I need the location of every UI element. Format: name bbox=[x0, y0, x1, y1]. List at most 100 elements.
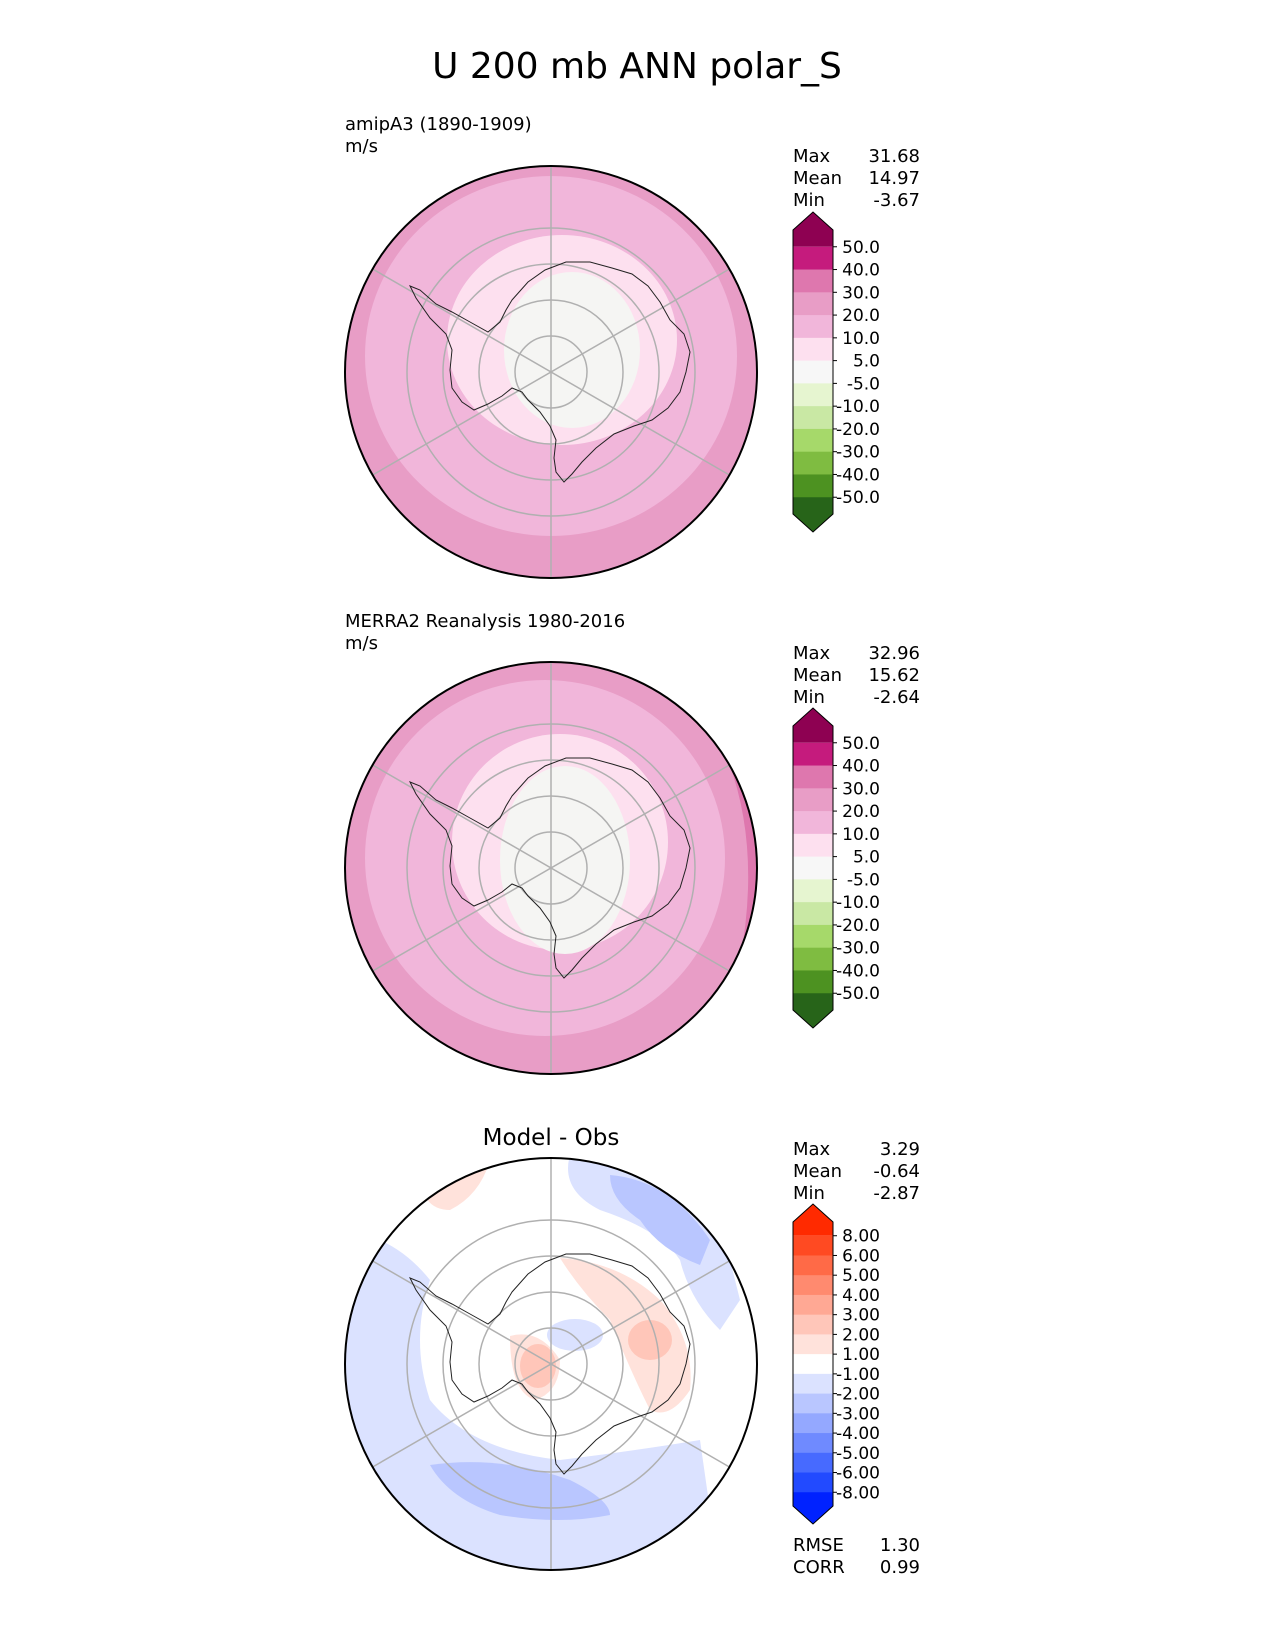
colorbar-segment bbox=[793, 1452, 833, 1474]
colorbar-tick-label: -50.0 bbox=[836, 984, 880, 1004]
stat-value-min: -3.67 bbox=[873, 190, 920, 211]
metric-value-rmse: 1.30 bbox=[880, 1535, 920, 1556]
map-graticule bbox=[372, 662, 730, 1074]
colorbar-segment bbox=[793, 451, 833, 475]
antarctica-coastline bbox=[408, 261, 691, 483]
field-blue-ne-core bbox=[610, 1175, 710, 1265]
stats-box: Max 3.29 Mean -0.64 Min -2.87 bbox=[793, 1139, 920, 1204]
panel-diff: Model - Obs Max 3.29 bbox=[344, 1125, 920, 1578]
field-blue-south-core bbox=[430, 1462, 610, 1520]
map-boundary bbox=[344, 661, 758, 1075]
colorbar-segment bbox=[793, 315, 833, 339]
map-graticule bbox=[372, 1158, 730, 1570]
colorbar-tick-label: 6.00 bbox=[842, 1246, 880, 1266]
colorbar-segment bbox=[793, 1393, 833, 1414]
colorbar: 50.0 40.030.0 20.0 10.0 5.0-5.0 -10.0 -20.0 -30… bbox=[792, 211, 880, 533]
colorbar-tick-label: 50.0 bbox=[842, 734, 880, 754]
antarctica-coastline bbox=[408, 757, 691, 979]
stat-value-min: -2.87 bbox=[873, 1183, 920, 1204]
colorbar-segment bbox=[793, 993, 833, 1028]
stat-label-min: Min bbox=[793, 190, 825, 211]
colorbar: 50.0 40.030.0 20.0 10.0 5.0-5.0 -10.0 -20.0 -30… bbox=[792, 707, 880, 1029]
colorbar-segment bbox=[793, 947, 833, 971]
stat-value-mean: -0.64 bbox=[873, 1161, 920, 1182]
colorbar-tick-label: -4.00 bbox=[836, 1424, 880, 1444]
stat-label-mean: Mean bbox=[793, 168, 842, 189]
map-graticule bbox=[372, 166, 730, 578]
colorbar-tick-label: 10.0 bbox=[842, 825, 880, 845]
figure-title: U 200 mb ANN polar_S bbox=[432, 46, 842, 87]
panel-units: m/s bbox=[345, 633, 378, 654]
colorbar-tick-label: -20.0 bbox=[836, 916, 880, 936]
colorbar-segment bbox=[793, 765, 833, 789]
field-blue-ne bbox=[568, 1158, 740, 1330]
metric-label-corr: CORR bbox=[793, 1557, 845, 1578]
panel-title: Model - Obs bbox=[483, 1125, 620, 1151]
colorbar-tick-label: -10.0 bbox=[836, 397, 880, 417]
colorbar-tick-label: 5.0 bbox=[853, 848, 880, 868]
colorbar-segment bbox=[793, 708, 833, 743]
colorbar-segment bbox=[793, 742, 833, 767]
colorbar-tick-label: 40.0 bbox=[842, 757, 880, 777]
colorbar-outline bbox=[792, 707, 834, 1029]
colorbar-segment bbox=[793, 269, 833, 293]
panel-units: m/s bbox=[345, 136, 378, 157]
colorbar-segment bbox=[793, 1433, 833, 1454]
colorbar-segment bbox=[793, 212, 833, 247]
colorbar-segment bbox=[793, 1314, 833, 1335]
colorbar: 8.006.005.004.003.002.001.00-1.00-2.00-3… bbox=[792, 1203, 880, 1525]
field-blue-pole bbox=[547, 1319, 603, 1351]
colorbar-segment bbox=[793, 360, 833, 384]
stats-box: Max 32.96 Mean 15.62 Min -2.64 bbox=[793, 643, 920, 708]
map-boundary bbox=[344, 1157, 758, 1571]
colorbar-segment bbox=[793, 406, 833, 430]
colorbar-tick-label: 20.0 bbox=[842, 802, 880, 822]
colorbar-tick-label: 50.0 bbox=[842, 238, 880, 258]
colorbar-tick-label: 10.0 bbox=[842, 329, 880, 349]
stat-label-min: Min bbox=[793, 1183, 825, 1204]
colorbar-segment bbox=[793, 1373, 833, 1395]
colorbar-tick-label: 40.0 bbox=[842, 261, 880, 281]
colorbar-segment bbox=[793, 1294, 833, 1316]
stat-label-mean: Mean bbox=[793, 1161, 842, 1182]
map-field bbox=[345, 1158, 757, 1570]
antarctica-coastline bbox=[408, 1253, 691, 1475]
map-boundary bbox=[344, 165, 758, 579]
colorbar-tick-label: -5.0 bbox=[847, 870, 880, 890]
colorbar-tick-label: -40.0 bbox=[836, 465, 880, 485]
stat-value-mean: 14.97 bbox=[868, 168, 920, 189]
colorbar-tick-label: 5.0 bbox=[853, 352, 880, 372]
colorbar-tick-label: -30.0 bbox=[836, 443, 880, 463]
colorbar-segment bbox=[793, 1204, 833, 1236]
colorbar-tick-label: -3.00 bbox=[836, 1404, 880, 1424]
colorbar-segment bbox=[793, 879, 833, 903]
colorbar-tick-label: 30.0 bbox=[842, 779, 880, 799]
panel-obs: MERRA2 Reanalysis 1980-2016 m/s Max 32.9… bbox=[344, 611, 920, 1075]
colorbar-segment bbox=[793, 1354, 833, 1375]
colorbar-tick-label: -6.00 bbox=[836, 1464, 880, 1484]
colorbar-tick-label: -5.0 bbox=[847, 374, 880, 394]
map-field bbox=[345, 166, 757, 578]
colorbar-segment bbox=[793, 1492, 833, 1524]
colorbar-segment bbox=[793, 1235, 833, 1256]
stat-value-max: 3.29 bbox=[880, 1139, 920, 1160]
stat-value-max: 31.68 bbox=[868, 146, 920, 167]
colorbar-tick-label: -30.0 bbox=[836, 939, 880, 959]
stat-value-mean: 15.62 bbox=[868, 665, 920, 686]
colorbar-segment bbox=[793, 902, 833, 926]
colorbar-tick-label: 2.00 bbox=[842, 1325, 880, 1345]
colorbar-tick-label: 5.00 bbox=[842, 1266, 880, 1286]
colorbar-segment bbox=[793, 1472, 833, 1493]
colorbar-segment bbox=[793, 856, 833, 880]
colorbar-tick-label: 3.00 bbox=[842, 1306, 880, 1326]
metric-label-rmse: RMSE bbox=[793, 1535, 844, 1556]
stat-label-mean: Mean bbox=[793, 665, 842, 686]
colorbar-tick-label: 4.00 bbox=[842, 1286, 880, 1306]
colorbar-segment bbox=[793, 383, 833, 407]
colorbar-segment bbox=[793, 1275, 833, 1296]
colorbar-tick-label: 8.00 bbox=[842, 1227, 880, 1247]
stat-label-min: Min bbox=[793, 687, 825, 708]
colorbar-tick-label: -1.00 bbox=[836, 1365, 880, 1385]
colorbar-segment bbox=[793, 474, 833, 498]
